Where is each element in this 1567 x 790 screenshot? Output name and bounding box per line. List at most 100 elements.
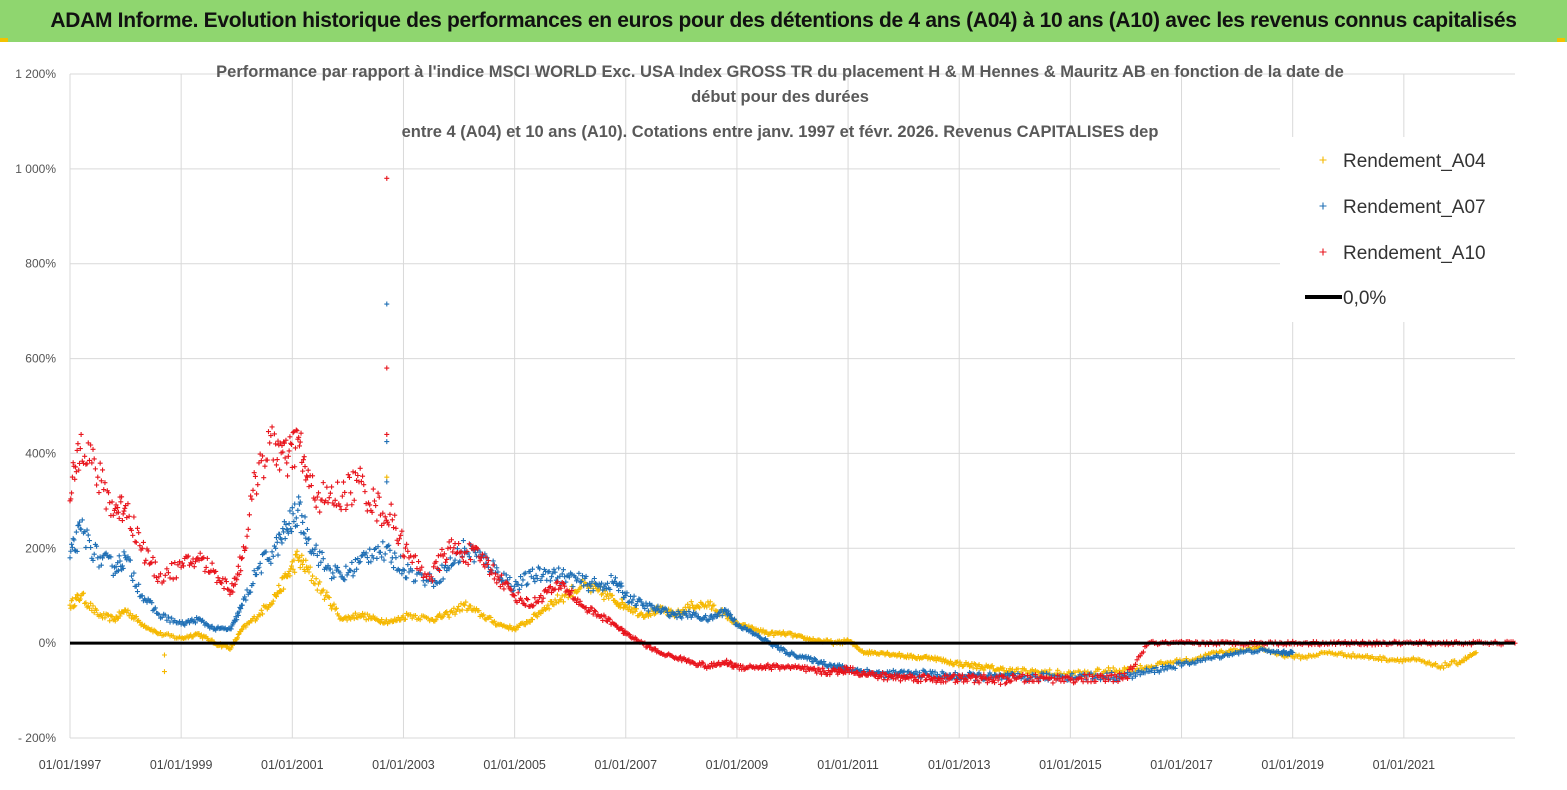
point-Rendement_A10 [203, 564, 209, 570]
point-Rendement_A07 [162, 612, 168, 618]
point-Rendement_A10 [329, 484, 335, 490]
point-Rendement_A07 [1098, 677, 1104, 683]
point-Rendement_A04 [456, 603, 462, 609]
point-Rendement_A07 [367, 546, 373, 552]
point-Rendement_A04 [303, 557, 309, 563]
point-Rendement_A07 [1128, 671, 1134, 677]
point-Rendement_A04 [281, 586, 287, 592]
point-Rendement_A04 [1299, 653, 1305, 659]
point-Rendement_A04 [235, 635, 241, 641]
point-Rendement_A07 [342, 577, 348, 583]
point-Rendement_A04 [1426, 659, 1432, 665]
point-Rendement_A07 [608, 572, 614, 578]
legend-label: Rendement_A07 [1343, 197, 1486, 218]
point-Rendement_A07 [607, 586, 613, 592]
point-Rendement_A04 [90, 603, 96, 609]
point-Rendement_A07 [507, 575, 513, 580]
point-Rendement_A04 [749, 624, 755, 630]
point-Rendement_A04 [617, 604, 623, 610]
point-Rendement_A07 [287, 508, 293, 514]
point-Rendement_A07 [527, 568, 533, 574]
point-Rendement_A07 [722, 607, 728, 613]
point-Rendement_A04 [1015, 666, 1021, 672]
point-Rendement_A07 [494, 565, 500, 571]
point-Rendement_A07 [513, 579, 519, 585]
point-Rendement_A07 [549, 574, 555, 580]
point-Rendement_A07 [281, 519, 287, 525]
point-Rendement_A07 [331, 574, 337, 580]
point-Rendement_A04 [446, 614, 452, 620]
point-Rendement_A10 [94, 482, 100, 488]
point-Rendement_A07 [560, 567, 566, 573]
point-Rendement_A04 [77, 596, 83, 602]
point-Rendement_A07 [932, 669, 938, 675]
point-Rendement_A10 [324, 484, 330, 490]
point-Rendement_A04 [451, 605, 457, 611]
point-Rendement_A07 [540, 571, 546, 577]
point-Rendement_A04 [155, 631, 161, 637]
point-Rendement_A07 [305, 536, 311, 542]
point-Rendement_A07 [396, 568, 402, 574]
point-Rendement_A07 [391, 565, 397, 571]
point-Rendement_A10 [68, 496, 74, 502]
point-Rendement_A10 [98, 478, 104, 484]
point-Rendement_A10 [355, 472, 361, 478]
point-Rendement_A04 [1231, 646, 1237, 652]
point-Rendement_A07 [518, 574, 524, 580]
y-tick-label: 800% [25, 257, 56, 271]
point-Rendement_A04 [358, 613, 364, 619]
point-Rendement_A10 [310, 473, 316, 479]
point-Rendement_A04 [1096, 666, 1102, 672]
point-Rendement_A07 [1150, 665, 1156, 671]
point-Rendement_A10 [107, 500, 113, 506]
x-tick-label: 01/01/2015 [1039, 758, 1102, 772]
point-Rendement_A04 [112, 618, 118, 624]
point-Rendement_A07 [84, 527, 90, 533]
point-Rendement_A10 [273, 462, 279, 468]
point-Rendement_A10 [126, 513, 132, 519]
point-Rendement_A04 [771, 633, 777, 639]
point-Rendement_A07 [116, 553, 122, 559]
point-Rendement_A10 [293, 427, 299, 433]
point-Rendement_A07 [91, 551, 97, 557]
point-Rendement_A10 [226, 587, 232, 593]
point-Rendement_A04 [529, 617, 535, 623]
point-Rendement_A10 [351, 497, 357, 503]
point-Rendement_A04 [1110, 665, 1116, 671]
point-Rendement_A10 [316, 490, 322, 496]
point-Rendement_A10 [254, 491, 260, 497]
point-Rendement_A07 [976, 670, 982, 676]
point-Rendement_A04 [102, 615, 108, 621]
point-Rendement_A10 [112, 506, 118, 512]
point-Rendement_A04 [709, 606, 715, 612]
point-Rendement_A10 [314, 494, 320, 500]
point-Rendement_A04 [75, 592, 81, 598]
point-Rendement_A07 [438, 578, 444, 584]
point-Rendement_A07 [350, 573, 356, 579]
point-Rendement_A07 [355, 556, 361, 562]
x-axis-ticks: 01/01/1997 01/01/1999 01/01/2001 01/01/2003… [39, 758, 1435, 772]
point-Rendement_A07 [1177, 659, 1183, 665]
point-Rendement_A10 [264, 457, 270, 463]
point-Rendement_A07 [616, 588, 622, 594]
point-Rendement_A10 [1034, 676, 1040, 682]
point-Rendement_A07 [100, 555, 106, 561]
point-Rendement_A04 [452, 611, 458, 617]
point-Rendement_A07 [654, 606, 660, 612]
point-Rendement_A10 [248, 493, 254, 499]
point-Rendement_A10 [140, 539, 146, 545]
point-Rendement_A07 [95, 555, 101, 561]
point-Rendement_A07 [380, 539, 386, 545]
point-Rendement_A04 [360, 610, 366, 616]
point-Rendement_A07 [77, 526, 83, 532]
point-Rendement_A07 [691, 609, 697, 615]
point-Rendement_A10 [285, 453, 291, 459]
point-Rendement_A10 [210, 567, 216, 573]
point-Rendement_A07 [705, 618, 711, 624]
point-Rendement_A10 [115, 505, 121, 511]
point-Rendement_A10 [134, 525, 140, 531]
point-Rendement_A07 [732, 616, 738, 622]
point-Rendement_A07 [368, 559, 374, 565]
point-Rendement_A07 [1289, 649, 1295, 655]
point-Rendement_A04 [980, 664, 986, 670]
